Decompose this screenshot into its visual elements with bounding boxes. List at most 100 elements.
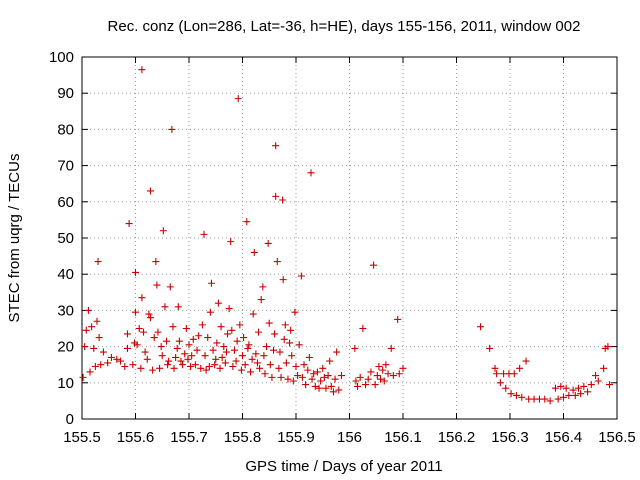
data-point (193, 346, 201, 354)
data-point (253, 359, 261, 367)
data-point (212, 355, 220, 363)
data-point (486, 344, 494, 352)
data-point (571, 391, 579, 399)
data-point (320, 373, 328, 381)
data-point (146, 187, 154, 195)
data-point (216, 364, 224, 372)
data-point (271, 330, 279, 338)
data-point (307, 169, 315, 177)
data-point (239, 352, 246, 360)
data-point (202, 366, 210, 374)
data-point (295, 341, 303, 349)
data-point (266, 361, 274, 369)
data-point (133, 341, 141, 349)
data-point (227, 238, 235, 246)
data-point (292, 363, 300, 371)
x-tick-label: 155.5 (63, 429, 101, 446)
data-point (562, 384, 570, 392)
x-tick-label: 155.7 (170, 429, 208, 446)
data-point (387, 344, 395, 352)
data-point (594, 377, 602, 385)
data-point (150, 334, 158, 342)
data-point (175, 337, 183, 345)
axis-ticks (81, 56, 618, 420)
data-point (577, 390, 585, 398)
data-point (156, 364, 164, 372)
data-point (229, 363, 237, 371)
data-point (302, 381, 310, 389)
data-point (288, 352, 296, 360)
data-point (211, 361, 219, 369)
data-point (237, 366, 245, 374)
data-point (206, 308, 214, 316)
data-point (125, 220, 133, 228)
data-point (236, 321, 244, 329)
data-point (152, 258, 160, 266)
data-point (574, 384, 582, 392)
data-point (541, 395, 549, 403)
data-points (79, 66, 614, 405)
data-point (281, 321, 289, 329)
data-point (305, 353, 313, 361)
data-point (326, 357, 334, 365)
data-point (286, 339, 294, 347)
data-point (197, 364, 205, 372)
data-point (207, 279, 215, 287)
data-point (276, 348, 284, 356)
data-point (282, 359, 290, 367)
data-point (177, 357, 185, 365)
data-point (225, 305, 233, 313)
data-point (104, 359, 112, 367)
data-point (507, 390, 515, 398)
data-point (256, 364, 264, 372)
data-point (600, 364, 608, 372)
data-point (198, 321, 206, 329)
data-point (364, 375, 372, 383)
data-point (123, 330, 131, 338)
data-point (244, 344, 252, 352)
data-point (272, 192, 280, 200)
data-point (172, 353, 180, 361)
data-point (179, 361, 187, 369)
data-point (324, 372, 332, 380)
data-point (273, 258, 281, 266)
data-point (79, 373, 87, 381)
data-point (95, 334, 103, 342)
x-axis-title: GPS time / Days of year 2011 (245, 458, 442, 475)
data-point (123, 344, 131, 352)
data-point (93, 317, 101, 325)
data-point (375, 363, 383, 371)
data-point (522, 357, 530, 365)
data-point (248, 355, 256, 363)
data-point (181, 350, 189, 358)
data-point (259, 283, 267, 291)
data-point (510, 370, 518, 378)
data-point (587, 381, 595, 389)
data-point (557, 382, 565, 390)
data-point (222, 348, 230, 356)
y-tick-label: 10 (57, 375, 74, 392)
data-point (209, 346, 217, 354)
data-point (512, 391, 520, 399)
y-tick-labels: 0 10 20 30 40 50 60 70 80 90 100 (49, 49, 74, 428)
data-point (252, 350, 260, 358)
data-point (97, 361, 105, 369)
data-point (277, 373, 285, 381)
y-tick-label: 90 (57, 85, 74, 102)
data-point (255, 328, 263, 336)
data-point (300, 361, 308, 369)
data-point (86, 368, 94, 376)
data-point (493, 370, 501, 378)
data-point (249, 310, 257, 318)
data-point (291, 308, 299, 316)
data-point (153, 281, 161, 289)
data-point (217, 323, 225, 331)
data-point (373, 372, 381, 380)
data-point (224, 330, 232, 338)
data-point (554, 395, 562, 403)
data-point (502, 384, 510, 392)
data-point (113, 355, 121, 363)
data-point (158, 352, 166, 360)
y-tick-label: 30 (57, 302, 74, 319)
data-point (275, 364, 283, 372)
